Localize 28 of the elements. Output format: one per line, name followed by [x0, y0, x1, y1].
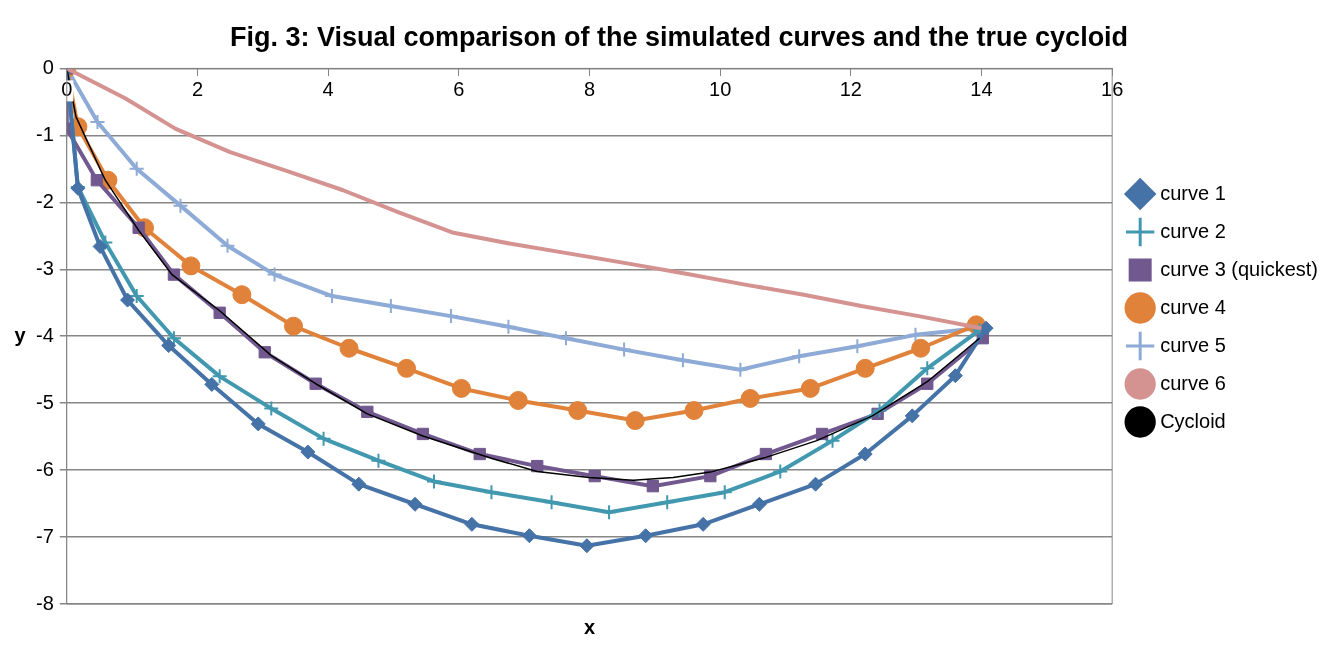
x-tick-label: 16 [1101, 77, 1124, 100]
y-tick-label: -4 [35, 323, 54, 346]
chart-title: Fig. 3: Visual comparison of the simulated curves and the true cycloid [229, 21, 1129, 52]
x-tick-label: 4 [322, 77, 334, 100]
y-tick-label: -7 [35, 524, 54, 547]
legend-label: curve 3 (quickest) [1160, 257, 1319, 280]
x-tick-label: 14 [970, 77, 993, 100]
x-tick-label: 6 [453, 77, 465, 100]
legend-label: curve 6 [1160, 371, 1226, 394]
y-tick-label: -5 [35, 390, 54, 413]
legend-label: Cycloid [1160, 409, 1226, 432]
legend-label: curve 2 [1160, 219, 1226, 242]
y-tick-label: -8 [35, 591, 54, 614]
x-axis-title: x [583, 615, 596, 638]
y-tick-label: -2 [35, 189, 54, 212]
y-tick-label: -6 [35, 457, 54, 480]
y-tick-label: -3 [35, 256, 54, 279]
x-tick-label: 12 [839, 77, 862, 100]
legend-label: curve 5 [1160, 333, 1226, 356]
y-tick-label: -1 [35, 122, 54, 145]
legend-label: curve 1 [1160, 181, 1226, 204]
x-tick-label: 2 [191, 77, 204, 100]
x-tick-label: 8 [583, 77, 596, 100]
y-axis-title: y [14, 323, 27, 346]
x-tick-label: 0 [61, 77, 73, 100]
y-tick-label: 0 [42, 55, 54, 78]
legend-label: curve 4 [1160, 295, 1226, 318]
x-tick-label: 10 [709, 77, 732, 100]
